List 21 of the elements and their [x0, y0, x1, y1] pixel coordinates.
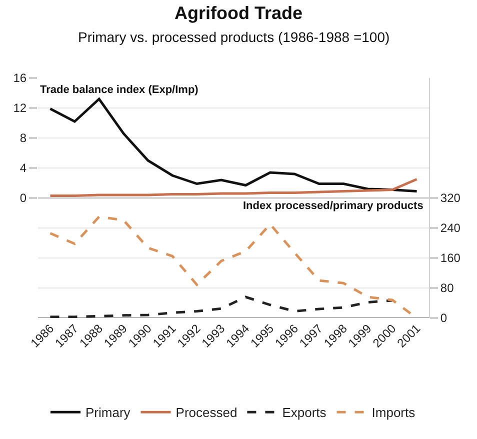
y2-tick-label: 0 [440, 311, 448, 326]
chart-subtitle: Primary vs. processed products (1986-1988 =100) [78, 29, 390, 45]
legend-label: Primary [86, 405, 131, 420]
y-axis-title: Trade balance index (Exp/Imp) [40, 84, 199, 96]
y-tick-label: 12 [13, 101, 27, 116]
legend-label: Imports [372, 405, 416, 420]
line-series [48, 178, 418, 197]
legend-label: Exports [282, 405, 327, 420]
y2-axis-title: Index processed/primary products [243, 200, 424, 212]
line-series [48, 296, 394, 318]
y-tick-label: 0 [20, 191, 27, 206]
chart-title: Agrifood Trade [174, 3, 303, 24]
line-series [48, 98, 418, 192]
y-tick-label: 16 [13, 71, 27, 86]
y2-tick-label: 320 [440, 191, 461, 206]
y2-tick-label: 160 [440, 251, 461, 266]
y2-tick-label: 240 [440, 221, 461, 236]
y-tick-label: 4 [20, 161, 27, 176]
legend-label: Processed [176, 405, 238, 420]
y-tick-label: 8 [20, 131, 27, 146]
y2-tick-label: 80 [440, 281, 454, 296]
